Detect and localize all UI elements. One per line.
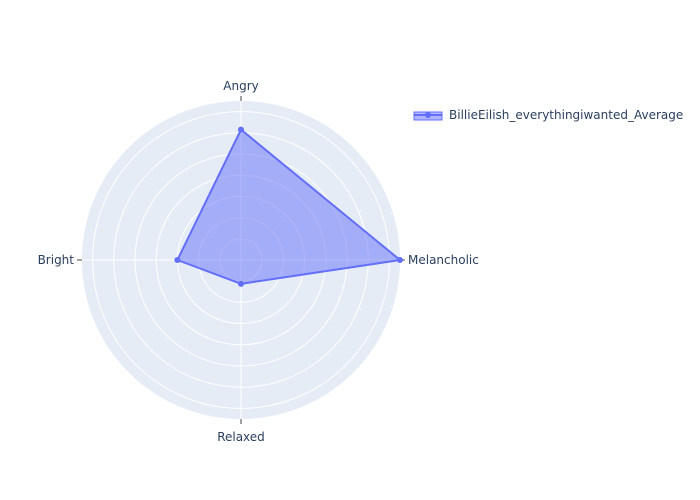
axis-label: Bright (38, 253, 75, 267)
data-point (238, 280, 244, 287)
axis-label: Relaxed (217, 430, 265, 444)
data-point (397, 257, 403, 263)
angular-axis-labels: Angry Melancholic Relaxed Bright (38, 79, 479, 444)
data-point (174, 257, 181, 263)
legend-item-label: BillieEilish_everythingiwanted_Average (449, 108, 683, 122)
series-layer (174, 126, 403, 287)
legend-swatch-marker (425, 112, 431, 118)
data-point (238, 126, 244, 133)
legend[interactable]: BillieEilish_everythingiwanted_Average (413, 108, 683, 122)
axis-label: Angry (223, 79, 258, 93)
axis-label: Melancholic (408, 253, 479, 267)
